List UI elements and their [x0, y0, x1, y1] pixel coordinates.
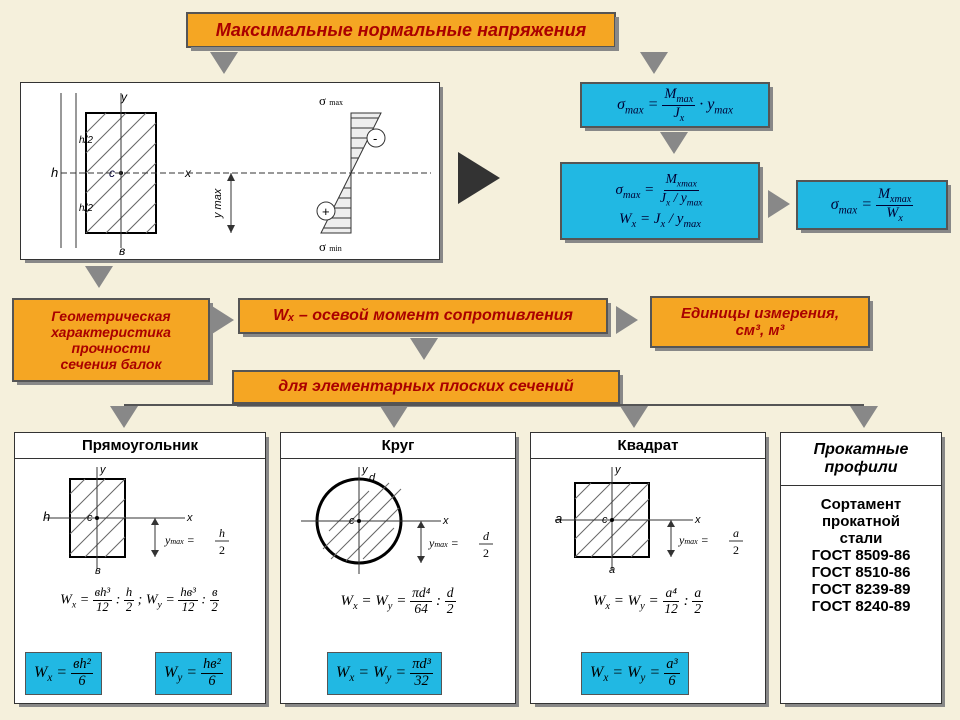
svg-text:y max: y max	[212, 188, 224, 219]
units-l1: Единицы измерения,	[681, 305, 839, 322]
svg-text:h: h	[51, 165, 58, 180]
arrow-to-circle	[380, 406, 408, 428]
svg-text:h: h	[219, 526, 225, 540]
arrow-title-right	[640, 52, 668, 74]
wx-text: Wₓ – осевой момент сопротивления	[273, 307, 573, 325]
svg-text:σ min: σ min	[319, 239, 342, 254]
title-text: Максимальные нормальные напряжения	[216, 20, 587, 41]
beam-diagram: c h h/2 h/2 в y x - + σ max σ min	[20, 82, 440, 260]
square-wx-final: Wx = Wy = a³6	[581, 652, 689, 695]
formula-sigma1: σmax = MmaxJx · ymax	[581, 83, 769, 127]
svg-text:y: y	[614, 464, 622, 476]
arrow-to-rect	[110, 406, 138, 428]
svg-text:+: +	[322, 204, 330, 219]
geom-box: Геометрическая характеристика прочности …	[13, 299, 209, 381]
gost-2: ГОСТ 8510-86	[812, 564, 911, 581]
svg-text:c: c	[602, 514, 608, 526]
square-title: Квадрат	[531, 433, 765, 459]
svg-text:d: d	[483, 529, 490, 543]
profiles-body: Сортамент прокатной стали ГОСТ 8509-86 Г…	[781, 486, 941, 625]
svg-text:a: a	[733, 526, 739, 540]
panel-rectangle: Прямоугольник y x c h в ymax = h 2 Wx = …	[14, 432, 266, 704]
circle-wx-raw: Wx = Wy = πd⁴64 : d2	[281, 584, 515, 619]
geom-l2: характеристика	[51, 324, 171, 340]
arrow-f2-f3	[768, 190, 790, 218]
square-wx-raw: Wx = Wy = a⁴12 : a2	[531, 584, 765, 619]
svg-text:ymax =: ymax =	[678, 533, 709, 547]
svg-text:h: h	[43, 509, 50, 524]
svg-text:y: y	[99, 464, 107, 476]
gost-4: ГОСТ 8240-89	[812, 598, 911, 615]
svg-text:h/2: h/2	[79, 135, 93, 146]
rect-wx-final: Wx = вh²6	[25, 652, 102, 695]
panel-square: Квадрат y x c a a ymax = a 2 Wx = Wy = a…	[530, 432, 766, 704]
svg-text:d: d	[369, 472, 376, 484]
formula-sigma2: σmax = MxmaxJx / ymax Wx = Jx / ymax	[561, 163, 759, 239]
arrow-to-profiles	[850, 406, 878, 428]
circle-wx-final: Wx = Wy = πd³32	[327, 652, 442, 695]
geom-l4: сечения балок	[60, 356, 161, 372]
arrow-geom-wx	[212, 306, 234, 334]
geom-l3: прочности	[72, 340, 151, 356]
arrow-title-left	[210, 52, 238, 74]
gost-3: ГОСТ 8239-89	[812, 581, 911, 598]
svg-text:2: 2	[733, 543, 739, 557]
arrow-diagram-geom	[85, 266, 113, 288]
forsections-box: для элементарных плоских сечений	[233, 371, 619, 403]
svg-text:a: a	[609, 564, 615, 576]
svg-text:a: a	[555, 511, 562, 526]
svg-text:y: y	[361, 464, 369, 476]
gost-1: ГОСТ 8509-86	[812, 547, 911, 564]
svg-text:x: x	[186, 512, 193, 524]
svg-text:x: x	[442, 515, 449, 527]
arrow-f1-f2	[660, 132, 688, 154]
svg-text:-: -	[373, 131, 377, 146]
wx-box: Wₓ – осевой момент сопротивления	[239, 299, 607, 333]
svg-text:в: в	[95, 565, 101, 577]
svg-text:ymax =: ymax =	[164, 533, 195, 547]
arrow-wx-units	[616, 306, 638, 334]
units-l2: см³, м³	[736, 322, 785, 339]
svg-text:ymax =: ymax =	[428, 536, 459, 550]
svg-text:x: x	[694, 514, 701, 526]
rect-wx-raw: Wx = вh³12 : h2 ; Wy = hв³12 : в2	[15, 584, 265, 617]
svg-text:в: в	[119, 244, 125, 258]
geom-l1: Геометрическая	[51, 308, 170, 324]
forsections-text: для элементарных плоских сечений	[278, 378, 573, 396]
arrow-to-square	[620, 406, 648, 428]
svg-text:c: c	[87, 512, 93, 524]
panel-profiles: Прокатные профили Сортамент прокатной ст…	[780, 432, 942, 704]
units-box: Единицы измерения, см³, м³	[651, 297, 869, 347]
formula-sigma3: σmax = MxmaxWx	[797, 181, 947, 229]
rect-wy-final: Wy = hв²6	[155, 652, 232, 695]
profiles-title: Прокатные профили	[781, 433, 941, 486]
svg-text:2: 2	[219, 543, 225, 557]
svg-text:h/2: h/2	[79, 203, 93, 214]
title-box: Максимальные нормальные напряжения	[187, 13, 615, 47]
big-arrow-icon	[458, 152, 500, 204]
circle-title: Круг	[281, 433, 515, 459]
svg-text:σ max: σ max	[319, 93, 343, 108]
svg-text:2: 2	[483, 546, 489, 560]
rect-title: Прямоугольник	[15, 433, 265, 459]
svg-text:c: c	[349, 515, 355, 527]
arrow-wx-down	[410, 338, 438, 360]
panel-circle: Круг y x c d ymax = d 2 Wx = Wy = πd⁴64 …	[280, 432, 516, 704]
